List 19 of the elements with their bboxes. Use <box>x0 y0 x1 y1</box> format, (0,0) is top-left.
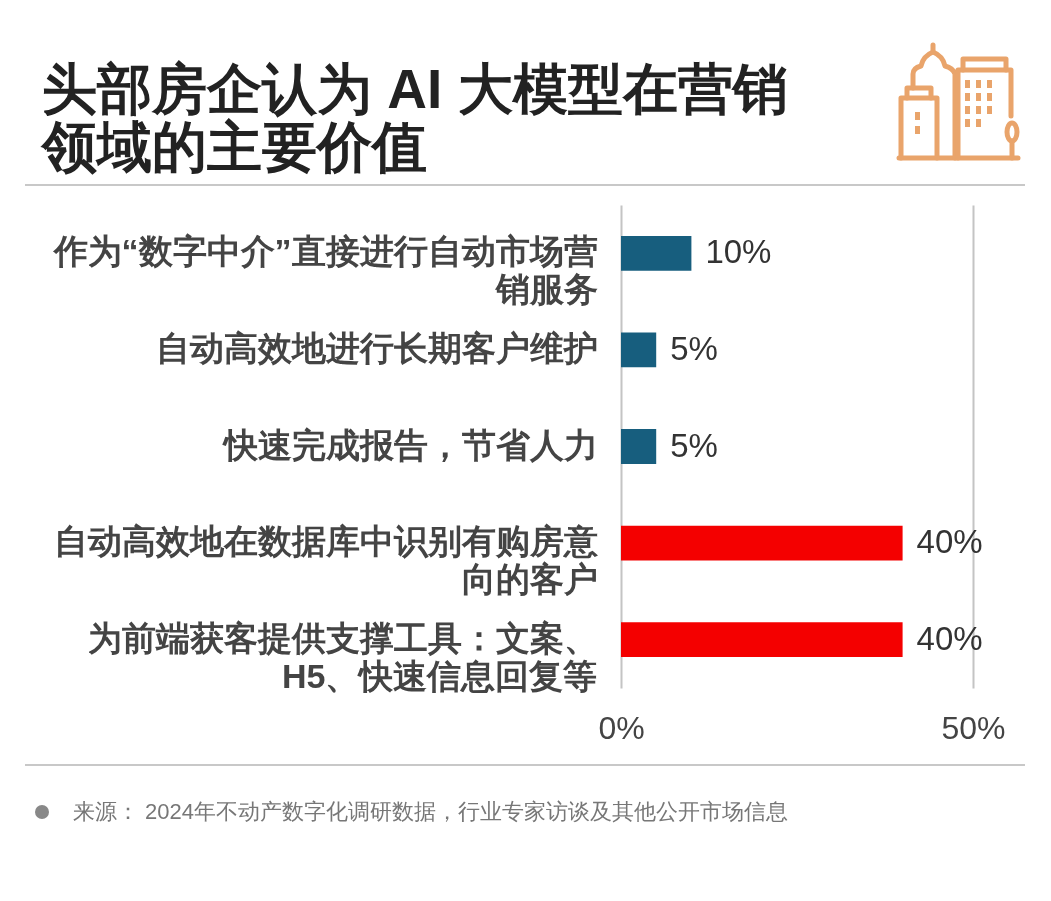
data-label: 5% <box>670 329 718 367</box>
data-label: 10% <box>705 233 772 271</box>
data-label: 40% <box>916 619 983 657</box>
bar <box>621 332 657 368</box>
y-tick-label: 自动高效地进行长期客户维护 <box>155 328 598 367</box>
y-tick-label: 为前端获客提供支撑工具：文案、H5、快速信息回复等 <box>87 618 598 695</box>
chart-title: 头部房企认为 AI 大模型在营销领域的主要价值 <box>42 58 789 178</box>
source-note: 来源： 2024年不动产数字化调研数据，行业专家访谈及其他公开市场信息 <box>73 798 789 826</box>
y-tick-label: 快速完成报告，节省人力 <box>221 425 598 464</box>
bar <box>621 525 903 561</box>
bar <box>621 235 692 271</box>
x-tick-label: 50% <box>941 709 1006 746</box>
x-tick-label: 0% <box>598 709 645 746</box>
bar <box>621 622 903 658</box>
data-label: 40% <box>916 523 983 561</box>
data-label: 5% <box>670 426 718 464</box>
y-tick-label: 作为“数字中介”直接进行自动市场营销服务 <box>51 232 598 309</box>
bar <box>621 429 657 464</box>
y-tick-label: 自动高效地在数据库中识别有购房意向的客户 <box>53 522 598 599</box>
